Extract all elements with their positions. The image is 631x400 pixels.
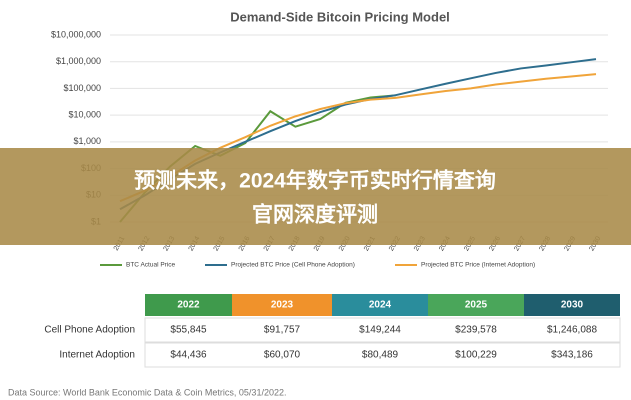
table: 2022 2023 2024 2025 2030 Cell Phone Adoption $… xyxy=(44,294,621,368)
row-bg xyxy=(144,317,621,343)
legend-label: Projected BTC Price (Cell Phone Adoption… xyxy=(231,262,355,269)
chart-title: Demand-Side Bitcoin Pricing Model xyxy=(230,9,450,24)
y-tick-label: $1,000 xyxy=(73,136,101,146)
cell: $44,436 xyxy=(170,350,207,361)
cell: $55,845 xyxy=(170,325,207,336)
cell: $239,578 xyxy=(455,325,497,336)
cell: $343,186 xyxy=(551,350,593,361)
y-tick-label: $100,000 xyxy=(63,83,101,93)
header-cell xyxy=(232,294,332,316)
header-cell xyxy=(428,294,524,316)
banner-text: 官网深度评测 xyxy=(252,203,378,227)
header-label: 2022 xyxy=(177,300,200,311)
row-label: Internet Adoption xyxy=(59,350,135,361)
legend-label: Projected BTC Price (Internet Adoption) xyxy=(421,262,535,269)
source: Data Source: World Bank Economic Data & … xyxy=(8,387,286,397)
cell: $149,244 xyxy=(359,325,401,336)
header-label: 2030 xyxy=(561,300,584,311)
cell: $100,229 xyxy=(455,350,497,361)
header-label: 2024 xyxy=(369,300,392,311)
header-cell xyxy=(145,294,232,316)
row-bg xyxy=(144,342,621,368)
row-label: Cell Phone Adoption xyxy=(44,325,135,336)
header-cell xyxy=(332,294,428,316)
header-cell xyxy=(524,294,620,316)
y-tick-label: $10,000,000 xyxy=(51,29,101,39)
cell: $1,246,088 xyxy=(547,325,597,336)
cell: $60,070 xyxy=(264,350,301,361)
y-tick-label: $1,000,000 xyxy=(56,56,101,66)
y-tick-label: $10,000 xyxy=(68,110,101,120)
header-label: 2025 xyxy=(465,300,488,311)
cell: $80,489 xyxy=(362,350,399,361)
legend-label: BTC Actual Price xyxy=(126,262,176,269)
banner-bg xyxy=(0,148,631,245)
header-label: 2023 xyxy=(271,300,294,311)
cell: $91,757 xyxy=(264,325,301,336)
banner-text: 预测未来，2024年数字币实时行情查询 xyxy=(134,169,496,193)
